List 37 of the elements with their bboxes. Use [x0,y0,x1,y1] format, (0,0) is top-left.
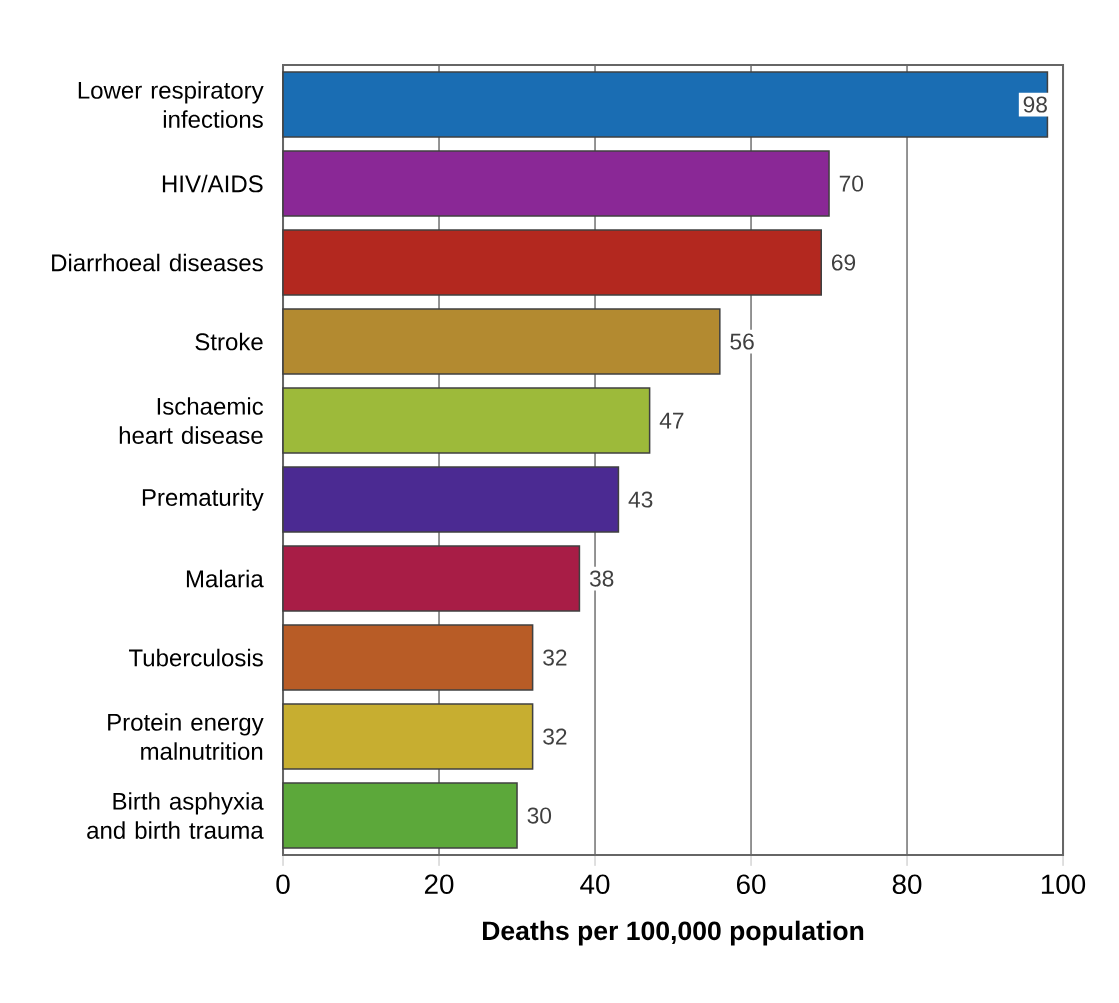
x-tick-label: 20 [424,874,454,895]
bar [282,703,534,770]
data-label: 69 [831,254,856,271]
y-tick-label: Diarrhoeal diseases [52,253,263,272]
bar [282,545,581,612]
bar [282,387,651,454]
data-label: 43 [628,491,653,508]
data-label: 98 [1023,96,1047,113]
y-tick-label: Malaria [186,569,264,588]
y-tick-label: HIV/AIDS [162,174,263,193]
bar [282,150,830,217]
y-tick-label: Birth asphyxia and birth trauma [87,792,264,839]
y-tick-label: Lower respiratory infections [78,81,264,128]
bar [282,624,534,691]
x-tick-label: 100 [1041,874,1086,895]
data-label: 70 [839,175,864,192]
y-tick-label: Ischaemic heart disease [119,397,264,444]
bar [282,466,620,533]
bar [282,229,822,296]
bar [282,308,721,375]
data-label: 32 [543,649,567,666]
data-label: 47 [659,412,684,429]
data-label: 30 [527,807,552,824]
data-label: 56 [730,333,754,350]
x-tick-label: 60 [736,874,766,895]
bar [282,782,518,849]
data-label: 32 [543,728,567,745]
data-label: 38 [589,570,614,587]
x-axis-title: Deaths per 100,000 population [483,920,864,946]
y-tick-label: Stroke [195,332,263,351]
y-tick-label: Tuberculosis [129,648,263,667]
y-tick-label: Prematurity [142,488,264,511]
bar [282,71,1049,138]
x-tick-label: 40 [580,874,610,895]
x-tick-label: 80 [892,874,922,895]
x-tick-label: 0 [276,874,290,895]
y-tick-label: Protein energy malnutrition [108,713,264,760]
